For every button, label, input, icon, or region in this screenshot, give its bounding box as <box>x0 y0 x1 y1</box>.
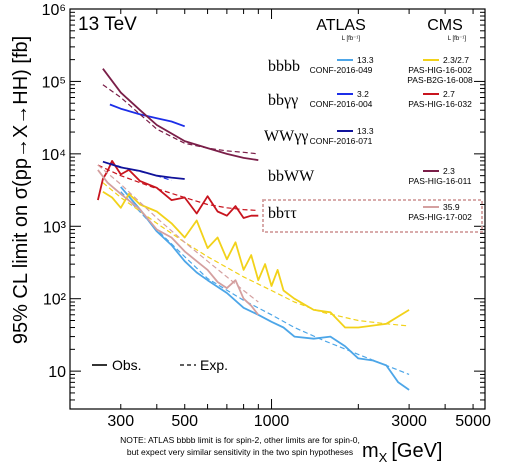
legend-ref: PAS-HIG-16-002 <box>408 65 472 75</box>
series-line-obs <box>120 186 410 391</box>
legend-ref: CONF-2016-049 <box>310 65 373 75</box>
series-line-obs <box>102 68 259 161</box>
channel-label-bbbb: bbbb <box>268 58 300 75</box>
channel-label-bbgg: bbγγ <box>268 92 298 109</box>
x-axis-title-subscript: X <box>379 450 388 465</box>
y-tick-label: 10² <box>43 292 67 309</box>
plot-frame <box>69 8 486 410</box>
series-line-exp <box>97 164 259 212</box>
y-tick-label: 10 <box>48 364 66 381</box>
legend-lumi: 2.3 <box>443 166 455 176</box>
legend-ref: CONF-2016-004 <box>310 99 373 109</box>
channel-label-bbww: bbWW <box>268 168 315 185</box>
legend-lumi: 2.7 <box>443 89 455 99</box>
series-line-exp <box>102 84 259 155</box>
legend-header-cms: CMS <box>427 17 463 34</box>
x-tick-label: 5000 <box>455 413 491 430</box>
series-line-obs <box>97 159 259 219</box>
series-line-exp <box>120 191 410 375</box>
legend-lumi: 35.9 <box>443 202 460 212</box>
legend-lumi: 13.3 <box>357 126 374 136</box>
series-line-obs <box>97 169 260 316</box>
bbtautau-highlight-box <box>262 199 483 233</box>
x-axis-title-unit: [GeV] <box>391 440 442 462</box>
legend-ref: CONF-2016-071 <box>310 136 373 146</box>
key-obs-label: Obs. <box>112 357 142 373</box>
series-line-obs <box>102 160 185 180</box>
channel-label-wwgg: WWγγ <box>264 128 308 145</box>
series-line-exp <box>102 182 410 327</box>
legend-ref: PAS-B2G-16-008 <box>407 75 473 85</box>
y-tick-label: 10⁵ <box>42 74 66 91</box>
series-line-obs <box>102 190 410 329</box>
axis-tick-labels: 300 500 1000 3000 5000 10 10² 10³ 10⁴ 10⁵ 10⁶ <box>41 2 491 430</box>
note-line-1: NOTE: ATLAS bbbb limit is for spin-2, ot… <box>120 435 360 445</box>
series-layer <box>97 68 410 391</box>
key-exp-label: Exp. <box>200 357 228 373</box>
legend-lumi: 13.3 <box>357 55 374 65</box>
y-tick-label: 10³ <box>43 219 67 236</box>
legend-lumi: 2.3/2.7 <box>443 55 469 65</box>
legend-lumi: 3.2 <box>357 89 369 99</box>
x-tick-label: 500 <box>171 413 198 430</box>
energy-label: 13 TeV <box>78 14 137 35</box>
legend-lumi-unit-atlas: L [fb⁻¹] <box>342 36 361 42</box>
x-axis-title: mX [GeV] <box>362 440 442 465</box>
y-tick-label: 10⁶ <box>42 2 66 19</box>
legend-header-atlas: ATLAS <box>316 17 366 34</box>
series-line-obs <box>109 103 186 128</box>
legend-ref: PAS-HIG-17-002 <box>408 212 472 222</box>
axis-ticks <box>69 8 485 410</box>
y-tick-label: 10⁴ <box>41 147 66 164</box>
legend-entries: 13.3CONF-2016-0492.3/2.7PAS-HIG-16-002PA… <box>310 55 473 222</box>
note-line-2: but expect very similar sensitivity in t… <box>127 447 353 457</box>
y-axis-title: 95% CL limit on σ(pp→X→HH) [fb] <box>10 36 32 344</box>
x-tick-label: 300 <box>107 413 134 430</box>
x-tick-label: 3000 <box>391 413 427 430</box>
legend-ref: PAS-HIG-16-011 <box>409 176 472 186</box>
legend-lumi-unit-cms: L [fb⁻¹] <box>448 36 467 42</box>
channel-label-bbtautau: bbττ <box>268 205 297 222</box>
x-axis-title-main: m <box>362 440 379 462</box>
series-line-exp <box>97 164 259 303</box>
x-tick-label: 1000 <box>254 413 290 430</box>
legend-ref: PAS-HIG-16-032 <box>408 99 472 109</box>
